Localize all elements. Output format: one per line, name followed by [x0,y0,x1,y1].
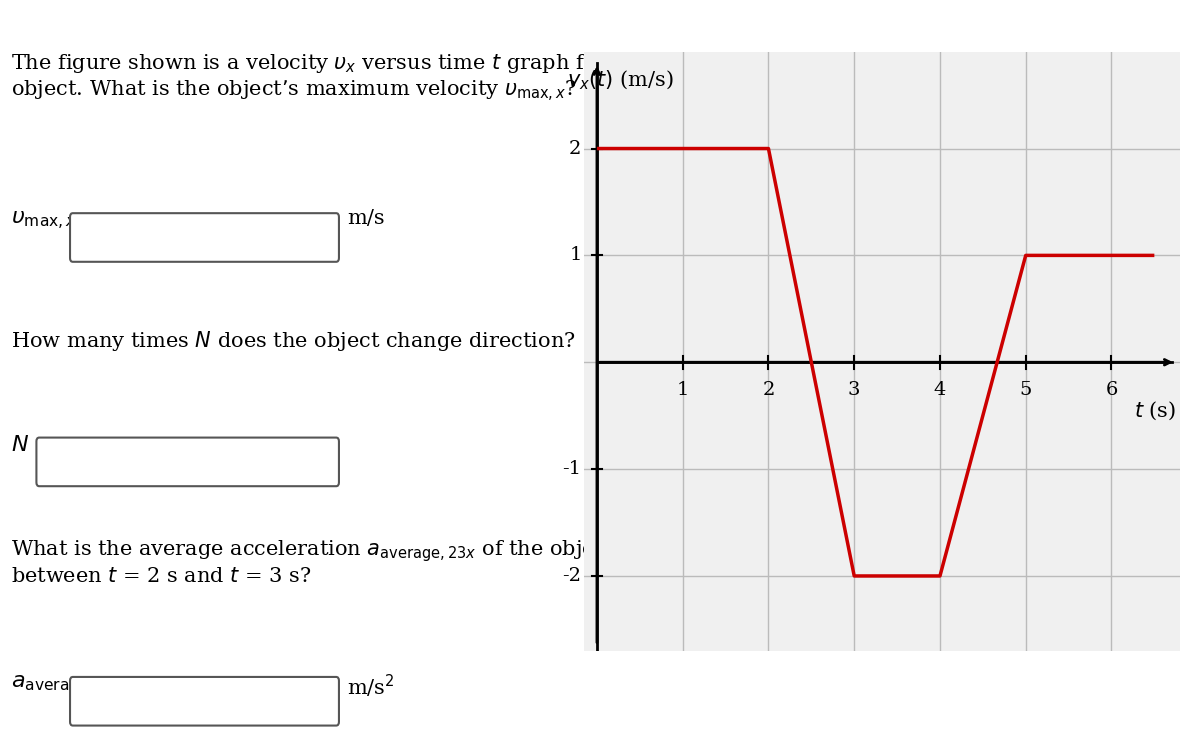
Text: 2: 2 [569,140,582,158]
Text: $N$ =: $N$ = [11,434,54,456]
Text: 2: 2 [762,381,775,399]
Text: m/s: m/s [347,209,385,228]
Text: $v_x(t)$ (m/s): $v_x(t)$ (m/s) [567,68,673,91]
Text: 3: 3 [848,381,861,399]
Text: 6: 6 [1105,381,1118,399]
Text: 4: 4 [933,381,946,399]
Text: $\upsilon_{\mathrm{max},x}$ =: $\upsilon_{\mathrm{max},x}$ = [11,209,101,232]
Text: m/s$^2$: m/s$^2$ [347,673,395,700]
Text: $t$ (s): $t$ (s) [1134,399,1175,422]
Text: $a_{\mathrm{average},23x}$ =: $a_{\mathrm{average},23x}$ = [11,673,151,696]
FancyBboxPatch shape [70,213,339,262]
Text: The figure shown is a velocity $\upsilon_x$ versus time $t$ graph for some
objec: The figure shown is a velocity $\upsilon… [11,52,669,104]
FancyBboxPatch shape [37,438,339,486]
Text: 5: 5 [1019,381,1032,399]
Text: 1: 1 [677,381,689,399]
Text: How many times $N$ does the object change direction?: How many times $N$ does the object chang… [11,329,576,353]
Text: -2: -2 [563,567,582,585]
Text: What is the average acceleration $a_{\mathrm{average},23x}$ of the object
betwee: What is the average acceleration $a_{\ma… [11,539,616,586]
Text: -1: -1 [563,460,582,478]
Text: 1: 1 [569,246,582,264]
FancyBboxPatch shape [70,677,339,726]
